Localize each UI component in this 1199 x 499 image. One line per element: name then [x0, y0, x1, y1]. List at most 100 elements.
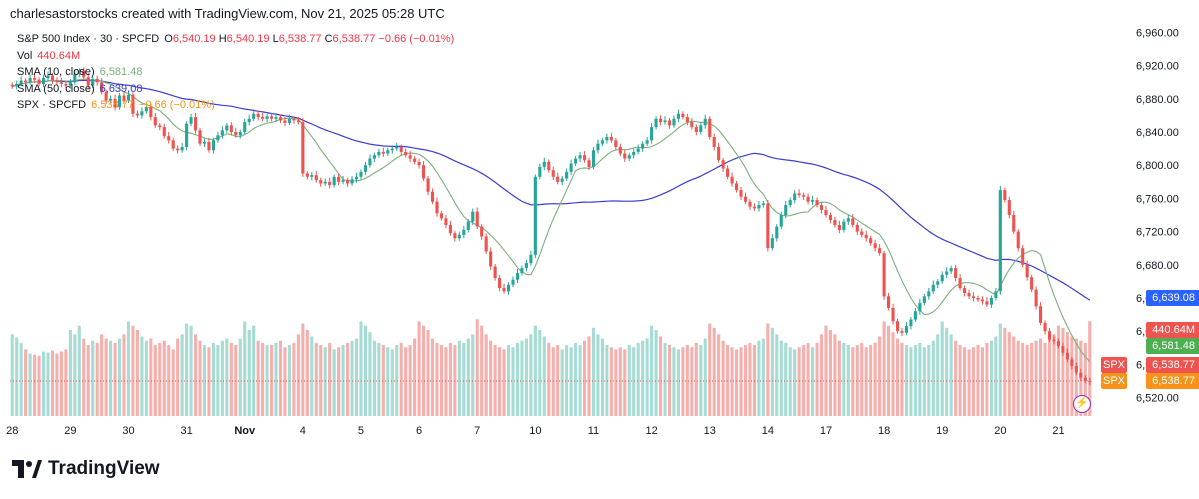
volume-bar	[895, 338, 900, 416]
candle-body	[489, 251, 493, 267]
candle-body	[712, 137, 716, 147]
sma50-line	[12, 79, 1091, 301]
close-label: C	[324, 33, 333, 45]
volume-bar	[971, 347, 976, 416]
volume-bar	[19, 342, 23, 416]
volume-bar	[502, 349, 506, 416]
volume-bar	[529, 334, 533, 416]
volume-bar	[515, 342, 520, 416]
volume-bar	[797, 347, 801, 416]
candle-body	[721, 160, 725, 169]
legend-sma50-row[interactable]: SMA (50, close) 6,639.08	[17, 81, 454, 98]
volume-bar	[967, 349, 971, 416]
sma50-value: 6,639.08	[99, 82, 143, 95]
spx-value: 6,538.77	[91, 99, 134, 111]
time-tick-label: 20	[994, 425, 1006, 437]
candle-body	[337, 176, 341, 182]
volume-bar	[913, 345, 917, 416]
volume-bar	[202, 345, 207, 416]
volume-bar	[1012, 336, 1016, 416]
time-tick-label: Nov	[234, 425, 256, 437]
candle-body	[779, 215, 783, 227]
candle-body	[149, 107, 153, 118]
volume-bar	[864, 347, 868, 416]
candle-body	[538, 166, 542, 177]
candle-body	[422, 165, 426, 179]
candle-body	[444, 218, 448, 225]
volume-bar	[46, 352, 50, 416]
volume-bar	[149, 338, 153, 416]
volume-bar	[480, 325, 484, 416]
candle-body	[430, 191, 435, 202]
candle-body	[904, 326, 909, 333]
volume-bar	[837, 340, 841, 416]
volume-bar	[189, 325, 193, 416]
candle-body	[117, 95, 122, 108]
candle-body	[135, 113, 139, 116]
legend-volume-row[interactable]: Vol 440.64M	[17, 48, 454, 65]
volume-bar	[538, 330, 542, 416]
candle-body	[310, 175, 314, 177]
volume-bar	[851, 347, 855, 416]
price-tick-label: 6,800.00	[1136, 160, 1179, 172]
volume-bar	[24, 349, 28, 416]
volume-bar	[882, 321, 886, 416]
legend-sma10-row[interactable]: SMA (10, close) 6,581.48	[17, 64, 454, 81]
volume-bar	[41, 351, 46, 416]
candle-body	[59, 82, 63, 84]
volume-bar	[748, 342, 752, 416]
candle-body	[842, 221, 846, 230]
candle-body	[399, 146, 403, 152]
volume-bar	[310, 336, 314, 416]
candle-body	[895, 321, 900, 332]
volume-bar	[846, 345, 850, 416]
candle-body	[471, 211, 475, 222]
candle-body	[703, 118, 707, 126]
candle-body	[515, 273, 520, 280]
volume-bar	[556, 345, 560, 416]
candle-body	[269, 116, 274, 119]
candle-body	[176, 148, 180, 151]
candle-body	[247, 118, 251, 123]
candle-body	[971, 296, 976, 298]
candle-body	[207, 141, 211, 151]
volume-bar	[332, 349, 336, 416]
candle-body	[748, 201, 752, 207]
time-tick-label: 19	[936, 425, 948, 437]
volume-bar	[712, 327, 716, 416]
candle-body	[524, 263, 528, 269]
legend-spx-row[interactable]: SPX · SPCFD 6,538.77 −0.66 (−0.01%)	[17, 97, 454, 114]
candle-body	[162, 127, 166, 137]
candle-body	[122, 95, 126, 101]
volume-bar	[954, 340, 958, 416]
candle-body	[708, 118, 712, 137]
volume-bar	[395, 345, 399, 416]
candle-body	[672, 118, 676, 126]
volume-bar	[784, 342, 788, 416]
candle-body	[484, 236, 488, 252]
candle-body	[498, 278, 502, 289]
candle-body	[404, 151, 408, 156]
volume-bar	[68, 330, 72, 416]
volume-bar	[869, 345, 873, 416]
volume-bar	[28, 353, 32, 416]
volume-bar	[283, 347, 287, 416]
legend-main-row[interactable]: S&P 500 Index · 30 · SPCFD O6,540.19 H6,…	[17, 31, 454, 48]
volume-bar	[363, 325, 368, 416]
tradingview-logo[interactable]: TradingView	[12, 458, 160, 480]
candle-body	[1003, 190, 1007, 201]
candle-body	[1079, 372, 1083, 378]
sma10-price-tag: 6,581.48	[1146, 338, 1199, 354]
volume-bar	[301, 323, 305, 416]
volume-bar	[131, 325, 135, 416]
lightning-icon[interactable]: ⚡	[1073, 395, 1091, 413]
volume-bar	[135, 330, 139, 416]
volume-bar	[936, 334, 940, 416]
volume-bar	[475, 319, 479, 416]
volume-bar	[337, 347, 341, 416]
candle-body	[1034, 289, 1038, 307]
candle-body	[913, 311, 917, 320]
candle-body	[202, 141, 207, 144]
volume-bar	[658, 336, 663, 416]
